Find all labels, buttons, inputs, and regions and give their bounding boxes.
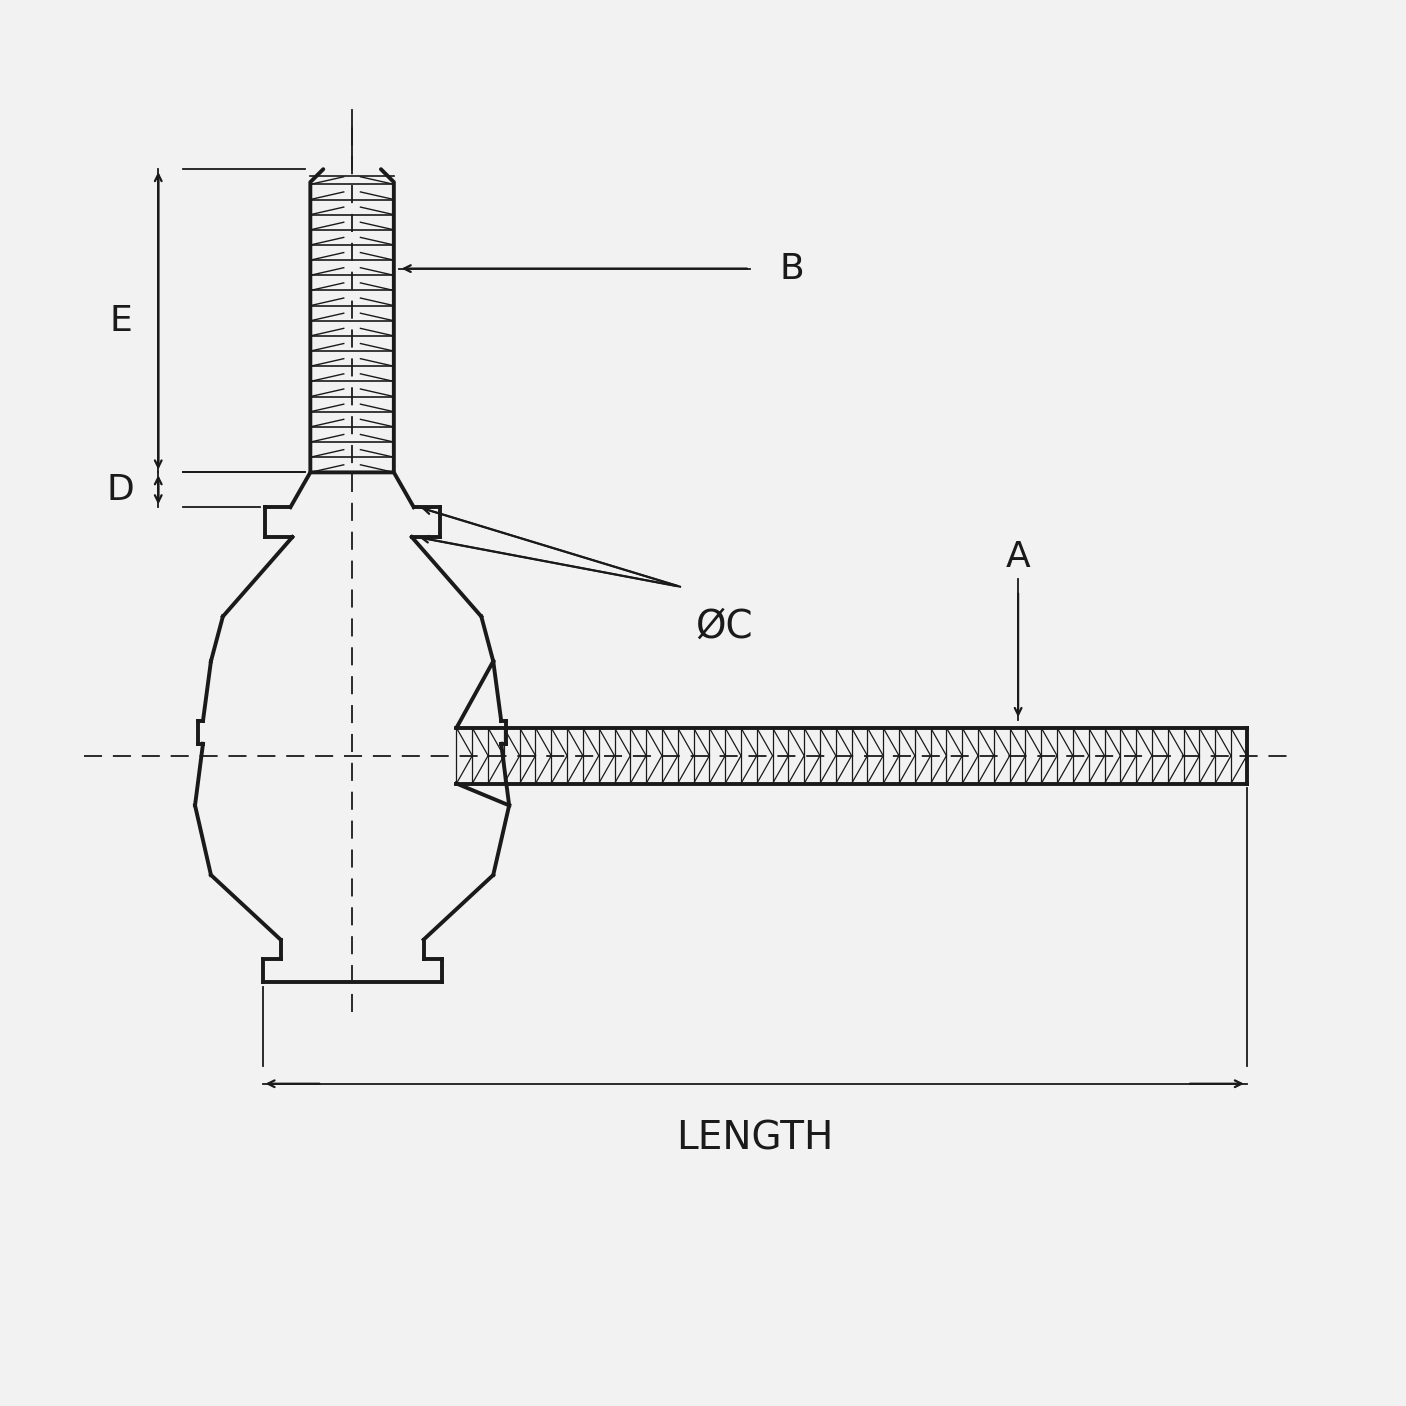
Text: E: E <box>110 304 132 337</box>
Text: LENGTH: LENGTH <box>676 1119 834 1157</box>
Text: D: D <box>107 472 135 506</box>
Text: ØC: ØC <box>695 607 752 645</box>
Text: B: B <box>779 252 804 285</box>
Text: A: A <box>1005 540 1031 574</box>
